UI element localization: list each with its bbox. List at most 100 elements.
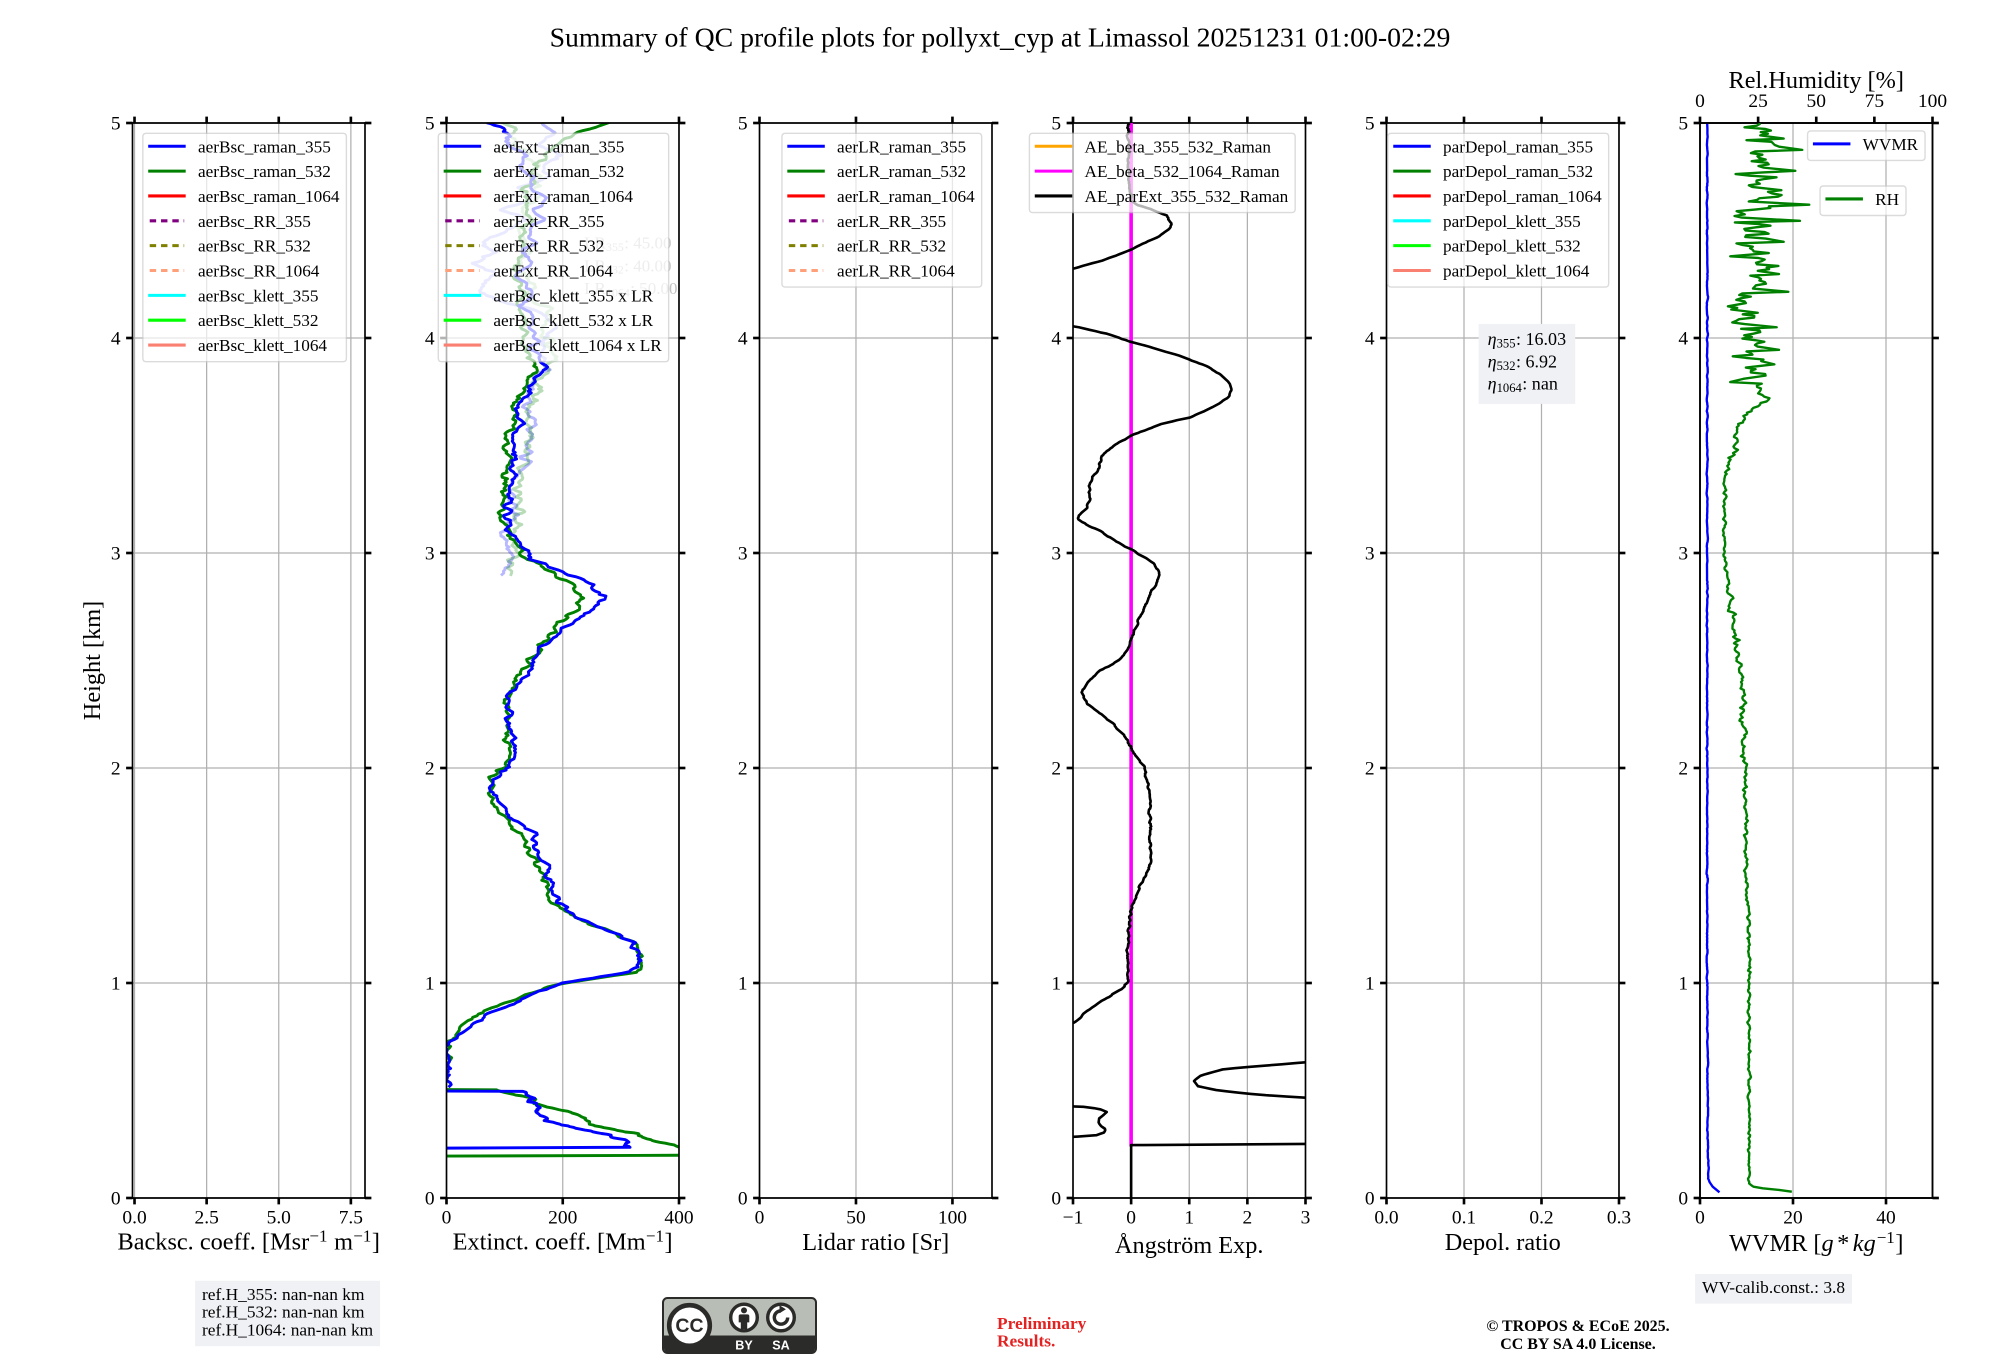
svg-text:1: 1 [425, 974, 435, 995]
svg-text:ref.H_355: nan-nan km: ref.H_355: nan-nan km [202, 1285, 365, 1304]
svg-text:50: 50 [846, 1207, 865, 1228]
svg-text:AE_parExt_355_532_Raman: AE_parExt_355_532_Raman [1085, 187, 1289, 206]
svg-text:2: 2 [425, 759, 435, 780]
svg-text:50: 50 [1807, 91, 1826, 112]
svg-text:0: 0 [755, 1207, 765, 1228]
svg-text:0.0: 0.0 [1374, 1207, 1398, 1228]
svg-text:0.2: 0.2 [1529, 1207, 1553, 1228]
svg-text:2: 2 [1678, 759, 1688, 780]
svg-text:aerLR_RR_355: aerLR_RR_355 [837, 212, 946, 231]
svg-text:0: 0 [1365, 1189, 1375, 1210]
svg-text:aerExt_RR_1064: aerExt_RR_1064 [493, 262, 613, 281]
svg-text:η 5 3 2: η 5 3 2 : 6 . 9 2 [1488, 348, 1557, 375]
svg-text:aerBsc_RR_532: aerBsc_RR_532 [198, 237, 311, 256]
svg-text:4: 4 [1678, 329, 1688, 350]
svg-text:1: 1 [1678, 974, 1688, 995]
svg-text:aerLR_raman_1064: aerLR_raman_1064 [837, 187, 975, 206]
svg-text:5: 5 [1051, 114, 1061, 135]
svg-text:aerExt_RR_532: aerExt_RR_532 [493, 237, 604, 256]
svg-text:parDepol_raman_532: parDepol_raman_532 [1443, 162, 1593, 181]
svg-text:SA: SA [772, 1338, 790, 1352]
svg-text:−1: −1 [1063, 1207, 1084, 1228]
svg-text:0: 0 [1695, 91, 1705, 112]
svg-text:parDepol_klett_355: parDepol_klett_355 [1443, 212, 1581, 231]
svg-text:5.0: 5.0 [267, 1207, 291, 1228]
svg-text:aerLR_RR_532: aerLR_RR_532 [837, 237, 946, 256]
svg-text:3: 3 [111, 544, 121, 565]
svg-text:parDepol_klett_532: parDepol_klett_532 [1443, 237, 1581, 256]
svg-text:2: 2 [1243, 1207, 1253, 1228]
svg-text:aerExt_raman_532: aerExt_raman_532 [493, 162, 624, 181]
svg-text:E x t i: E x t i n c t . c o e f f . [ M m ] − 1 [453, 1221, 679, 1255]
svg-text:BY: BY [735, 1338, 753, 1352]
svg-text:0: 0 [425, 1189, 435, 1210]
svg-text:5: 5 [1678, 114, 1688, 135]
svg-text:Depol. ratio: Depol. ratio [1445, 1229, 1561, 1256]
svg-text:B a c k: B a c k s c . c o e f f . [ M s r m ] − [118, 1221, 386, 1255]
svg-text:2: 2 [1051, 759, 1061, 780]
svg-text:Results.: Results. [997, 1331, 1055, 1350]
svg-text:CC: CC [675, 1315, 703, 1337]
svg-text:aerLR_raman_355: aerLR_raman_355 [837, 137, 966, 156]
svg-text:5: 5 [1365, 114, 1375, 135]
svg-text:η 1 0 6: η 1 0 6 4 : n a n [1488, 370, 1558, 397]
svg-text:CC BY SA 4.0 License.: CC BY SA 4.0 License. [1500, 1336, 1656, 1353]
svg-text:parDepol_raman_1064: parDepol_raman_1064 [1443, 187, 1602, 206]
svg-text:aerLR_RR_1064: aerLR_RR_1064 [837, 262, 955, 281]
svg-text:0: 0 [442, 1207, 452, 1228]
svg-text:aerBsc_raman_1064: aerBsc_raman_1064 [198, 187, 340, 206]
svg-text:2: 2 [111, 759, 121, 780]
svg-text:aerBsc_klett_1064 x LR: aerBsc_klett_1064 x LR [493, 336, 662, 355]
svg-text:Lidar ratio [Sr]: Lidar ratio [Sr] [802, 1229, 949, 1256]
svg-text:aerBsc_raman_355: aerBsc_raman_355 [198, 137, 331, 156]
svg-text:200: 200 [548, 1207, 577, 1228]
svg-text:ref.H_532: nan-nan km: ref.H_532: nan-nan km [202, 1303, 365, 1322]
svg-text:aerBsc_klett_532: aerBsc_klett_532 [198, 311, 319, 330]
svg-text:3: 3 [1301, 1207, 1311, 1228]
svg-text:0: 0 [111, 1189, 121, 1210]
svg-text:WV-calib.const.: 3.8: WV-calib.const.: 3.8 [1702, 1278, 1845, 1297]
svg-text:aerBsc_raman_532: aerBsc_raman_532 [198, 162, 331, 181]
svg-text:0: 0 [1678, 1189, 1688, 1210]
svg-text:AE_beta_355_532_Raman: AE_beta_355_532_Raman [1085, 137, 1272, 156]
svg-text:1: 1 [1051, 974, 1061, 995]
svg-text:3: 3 [425, 544, 435, 565]
svg-text:© TROPOS & ECoE 2025.: © TROPOS & ECoE 2025. [1486, 1318, 1669, 1335]
svg-text:4: 4 [738, 329, 748, 350]
svg-text:5: 5 [738, 114, 748, 135]
svg-text:η 3 5 5: η 3 5 5 : 1 6 . 0 3 [1488, 325, 1566, 352]
svg-text:Preliminary: Preliminary [997, 1314, 1087, 1333]
svg-text:aerBsc_RR_1064: aerBsc_RR_1064 [198, 262, 320, 281]
svg-text:3: 3 [1051, 544, 1061, 565]
svg-text:ref.H_1064: nan-nan km: ref.H_1064: nan-nan km [202, 1321, 374, 1340]
svg-text:2: 2 [738, 759, 748, 780]
svg-text:aerBsc_klett_355 x LR: aerBsc_klett_355 x LR [493, 286, 653, 305]
svg-text:0.0: 0.0 [122, 1207, 146, 1228]
svg-text:AE_beta_532_1064_Raman: AE_beta_532_1064_Raman [1085, 162, 1280, 181]
svg-text:aerLR_raman_532: aerLR_raman_532 [837, 162, 966, 181]
svg-text:3: 3 [1365, 544, 1375, 565]
svg-text:100: 100 [938, 1207, 967, 1228]
svg-text:4: 4 [1051, 329, 1061, 350]
svg-text:2: 2 [1365, 759, 1375, 780]
svg-text:1: 1 [111, 974, 121, 995]
svg-text:3: 3 [738, 544, 748, 565]
svg-text:0: 0 [1695, 1207, 1705, 1228]
svg-text:400: 400 [664, 1207, 693, 1228]
svg-text:aerExt_raman_1064: aerExt_raman_1064 [493, 187, 633, 206]
svg-text:20: 20 [1783, 1207, 1802, 1228]
svg-text:4: 4 [111, 329, 121, 350]
svg-text:5: 5 [111, 114, 121, 135]
svg-text:4: 4 [1365, 329, 1375, 350]
svg-text:75: 75 [1865, 91, 1884, 112]
svg-text:Ångström Exp.: Ångström Exp. [1115, 1232, 1263, 1259]
svg-text:7.5: 7.5 [339, 1207, 363, 1228]
svg-text:aerExt_RR_355: aerExt_RR_355 [493, 212, 604, 231]
svg-text:0.3: 0.3 [1607, 1207, 1631, 1228]
svg-text:aerBsc_klett_355: aerBsc_klett_355 [198, 286, 319, 305]
svg-text:WVMR: WVMR [1863, 135, 1919, 154]
svg-text:W V M R: W V M R [ * ] g k g − 1 [1729, 1223, 1909, 1257]
svg-text:5: 5 [425, 114, 435, 135]
svg-text:aerBsc_klett_532 x LR: aerBsc_klett_532 x LR [493, 311, 653, 330]
svg-text:0.1: 0.1 [1452, 1207, 1476, 1228]
